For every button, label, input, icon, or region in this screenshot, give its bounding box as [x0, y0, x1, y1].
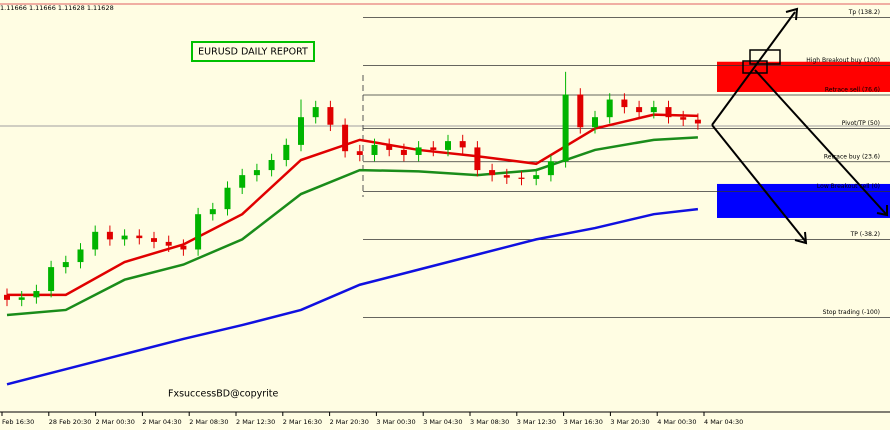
candle-body [33, 291, 40, 298]
candle-body [415, 147, 422, 155]
x-tick-label: 2 Mar 16:30 [283, 418, 322, 426]
candle-body [298, 117, 304, 145]
candle-body [562, 94, 569, 162]
level-label: Retrace buy (23.6) [824, 153, 880, 160]
candle-body [650, 107, 657, 113]
x-tick-label: 3 Mar 04:30 [423, 418, 462, 426]
copyright: FxsuccessBD@copyrite [168, 389, 279, 400]
level-label: High Breakout buy (100) [806, 57, 880, 64]
title-box [191, 41, 315, 62]
level-label: Tp (138.2) [848, 9, 880, 16]
candle-body [327, 107, 334, 125]
x-tick-label: 3 Mar 20:30 [610, 418, 649, 426]
candle-body [195, 214, 202, 250]
level-label: Pivot/TP (50) [842, 120, 880, 127]
candle-body [459, 141, 466, 148]
candle-body [253, 170, 260, 176]
candle-body [694, 119, 701, 124]
x-tick-label: 2 Mar 00:30 [96, 418, 135, 426]
candle-body [680, 117, 687, 120]
candle-body [533, 175, 540, 179]
chart-title: EURUSD DAILY REPORT [198, 47, 308, 58]
candle-body [92, 231, 99, 250]
x-tick-label: 2 Mar 12:30 [236, 418, 275, 426]
x-tick-label: 3 Mar 08:30 [470, 418, 509, 426]
header-values: 1.11666 1.11666 1.11628 1.11628 [0, 4, 114, 12]
candle-body [445, 141, 451, 150]
candle-body [474, 147, 481, 171]
candle-body [665, 107, 672, 118]
candle-body [151, 238, 157, 242]
x-tick-label: 2 Mar 04:30 [142, 418, 181, 426]
candle-body [4, 294, 10, 300]
level-label: Retrace sell (76.6) [825, 86, 880, 93]
x-tick-label: 4 Mar 04:30 [704, 418, 743, 426]
candle-body [239, 175, 246, 188]
x-tick-label: 28 Feb 20:30 [49, 418, 92, 426]
candle-body [268, 160, 275, 171]
level-label: Low Breakout sell (0) [817, 183, 880, 190]
moving-average [6, 207, 699, 386]
zone [717, 183, 890, 218]
candle-body [621, 99, 628, 108]
x-tick-label: 3 Mar 16:30 [564, 418, 603, 426]
candle-body [356, 151, 363, 155]
candle-body [48, 267, 55, 292]
candle-body [165, 241, 172, 246]
candle-body [342, 124, 349, 152]
arrows [711, 7, 888, 245]
x-tick-label: Feb 16:30 [2, 418, 34, 426]
candle-body [592, 117, 598, 128]
x-tick-label: 2 Mar 08:30 [189, 418, 228, 426]
candle-body [209, 209, 216, 215]
candle-body [312, 107, 319, 118]
candle-body [106, 231, 113, 240]
candle-body [400, 149, 407, 155]
zone [717, 61, 890, 92]
candle-body [18, 297, 25, 300]
candle-body [386, 144, 393, 150]
moving-average [7, 113, 698, 297]
x-tick-label: 2 Mar 20:30 [330, 418, 369, 426]
moving-average [6, 136, 698, 317]
x-tick-label: 3 Mar 12:30 [517, 418, 556, 426]
candle-body [62, 262, 69, 268]
candle-body [136, 235, 143, 239]
candle-body [503, 175, 510, 178]
candle-body [224, 187, 231, 210]
candle-body [547, 161, 554, 176]
candle-body [518, 177, 525, 179]
candle-body [180, 245, 187, 250]
candle-body [283, 144, 290, 161]
candle-body [606, 99, 613, 118]
x-tick-label: 4 Mar 00:30 [657, 418, 696, 426]
level-label: TP (-38.2) [850, 231, 880, 238]
candle-body [636, 107, 643, 113]
candle-body [77, 249, 84, 263]
candle-body [430, 147, 437, 150]
x-tick-label: 3 Mar 00:30 [376, 418, 415, 426]
candle-body [121, 235, 128, 240]
level-label: Stop trading (-100) [823, 309, 880, 316]
plot: Tp (138.2) High Breakout buy (100) Retrace… [4, 9, 890, 386]
candle-body [371, 144, 378, 155]
candle-body [577, 94, 584, 128]
candle-body [489, 170, 496, 176]
